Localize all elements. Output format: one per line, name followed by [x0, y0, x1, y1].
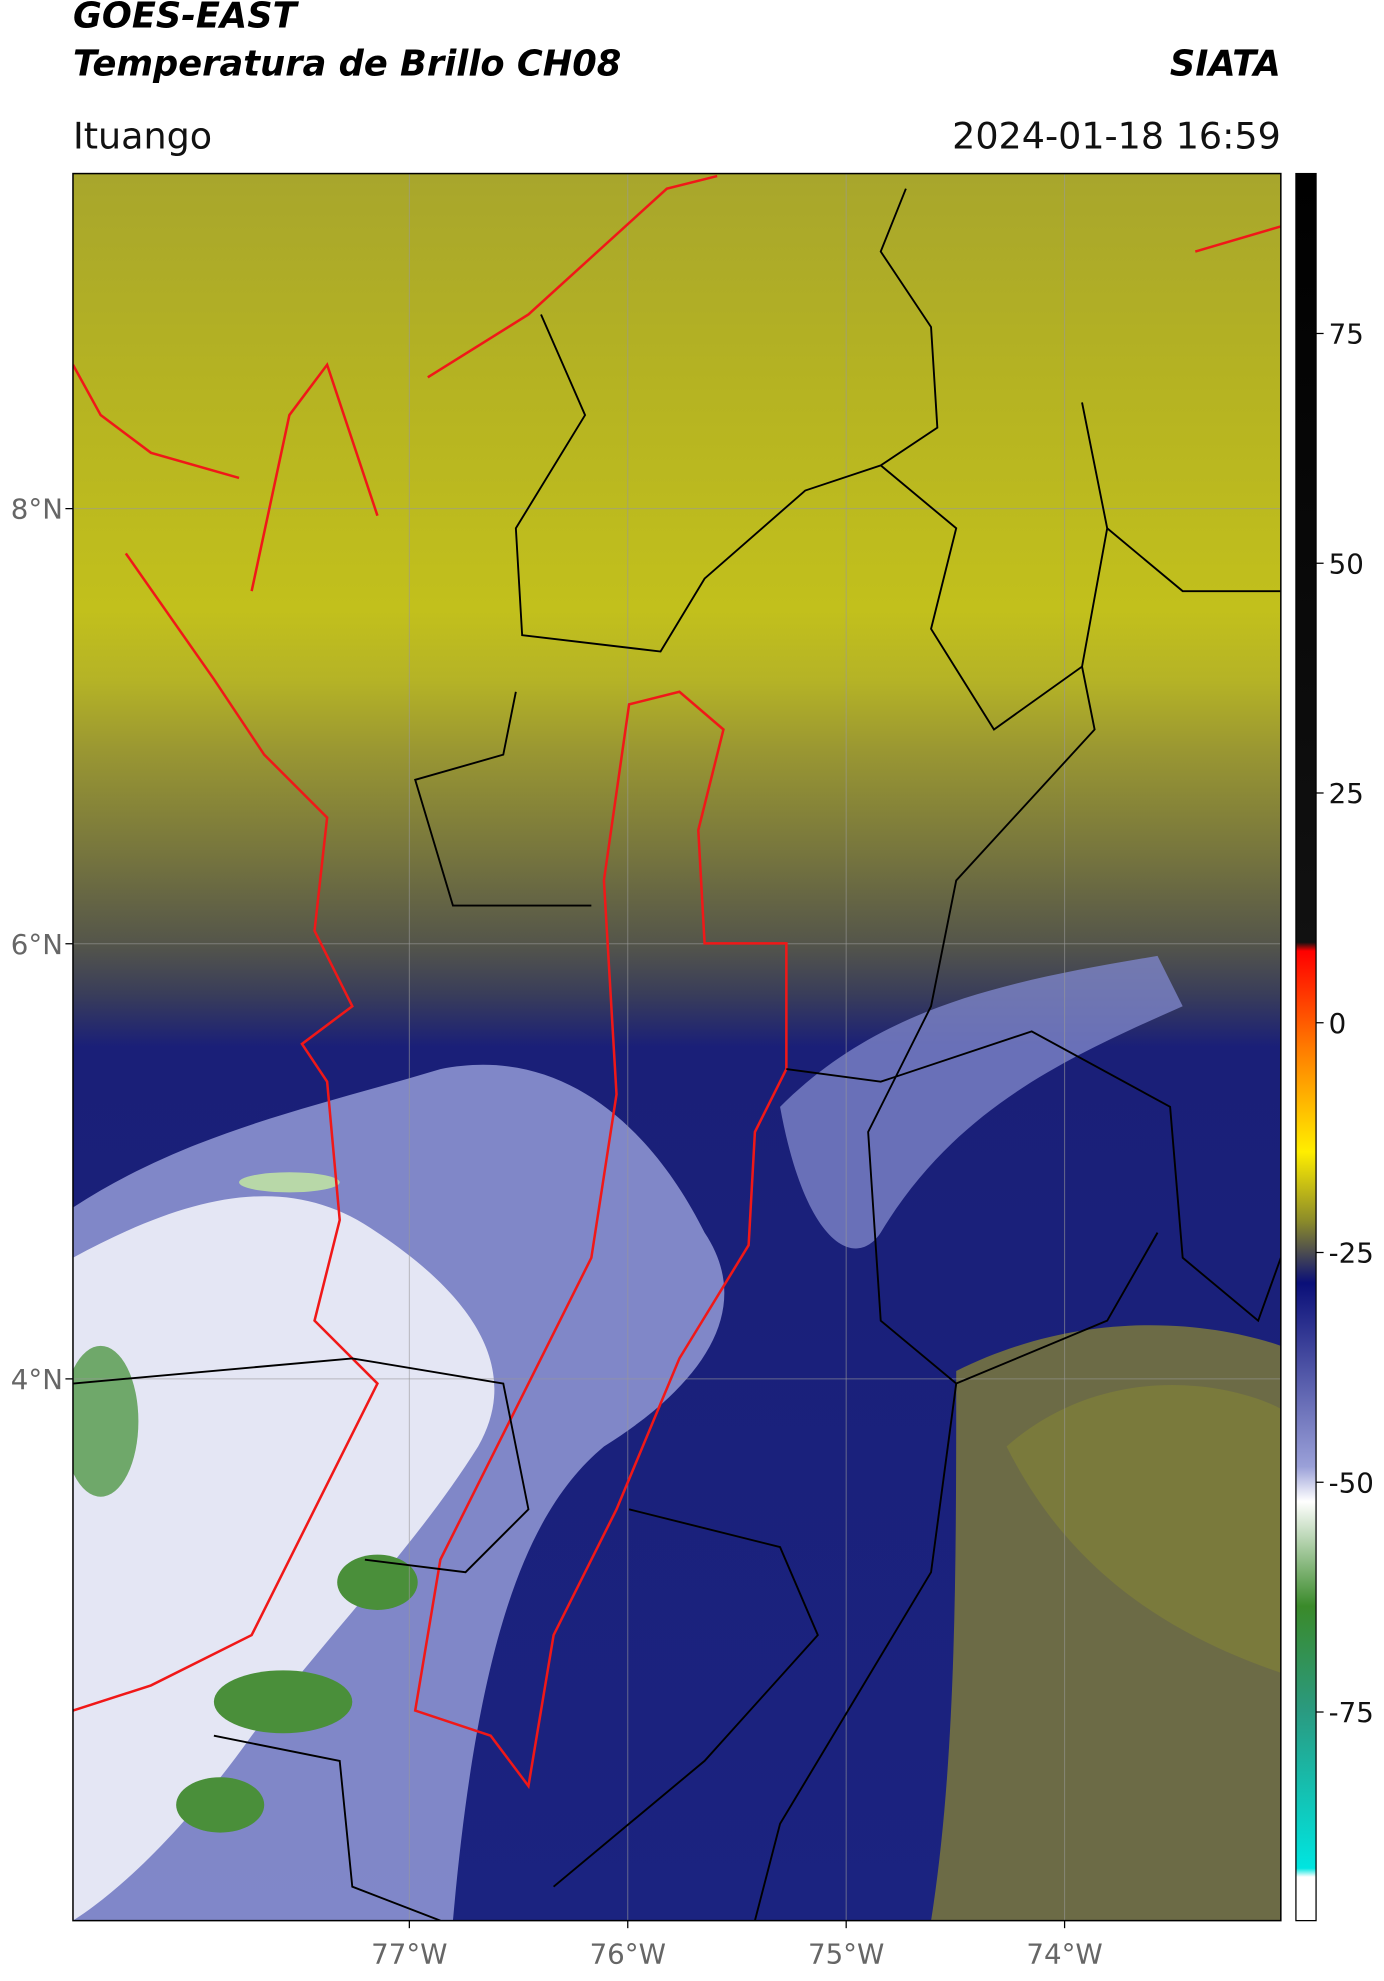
y-tick-label: 6°N: [11, 928, 63, 961]
title: GOES-EAST: [73, 0, 300, 37]
location: Ituango: [73, 114, 212, 157]
colorbar-tick-label: -25: [1329, 1237, 1374, 1270]
datetime: 2024-01-18 16:59: [952, 114, 1281, 157]
y-tick-label: 4°N: [11, 1363, 63, 1396]
colorbar-tick-label: -50: [1329, 1466, 1374, 1499]
colorbar-tick-label: -75: [1329, 1696, 1374, 1729]
brand: SIATA: [1170, 43, 1281, 84]
borders: [72, 174, 1281, 1921]
x-tick-label: 77°W: [371, 1937, 447, 1970]
satellite-image: [72, 173, 1281, 1921]
colorbar: [1295, 172, 1317, 1922]
colorbar-tick-label: 50: [1329, 547, 1364, 580]
colorbar-tick-label: 75: [1329, 318, 1364, 351]
colorbar-tick-label: 0: [1329, 1007, 1347, 1040]
y-tick-label: 8°N: [11, 493, 63, 526]
x-tick-label: 74°W: [1026, 1937, 1102, 1970]
map-frame: [72, 172, 1282, 1922]
x-tick-label: 75°W: [808, 1937, 884, 1970]
x-tick-label: 76°W: [590, 1937, 666, 1970]
colorbar-tick-label: 25: [1329, 777, 1364, 810]
subtitle: Temperatura de Brillo CH08: [73, 43, 621, 84]
